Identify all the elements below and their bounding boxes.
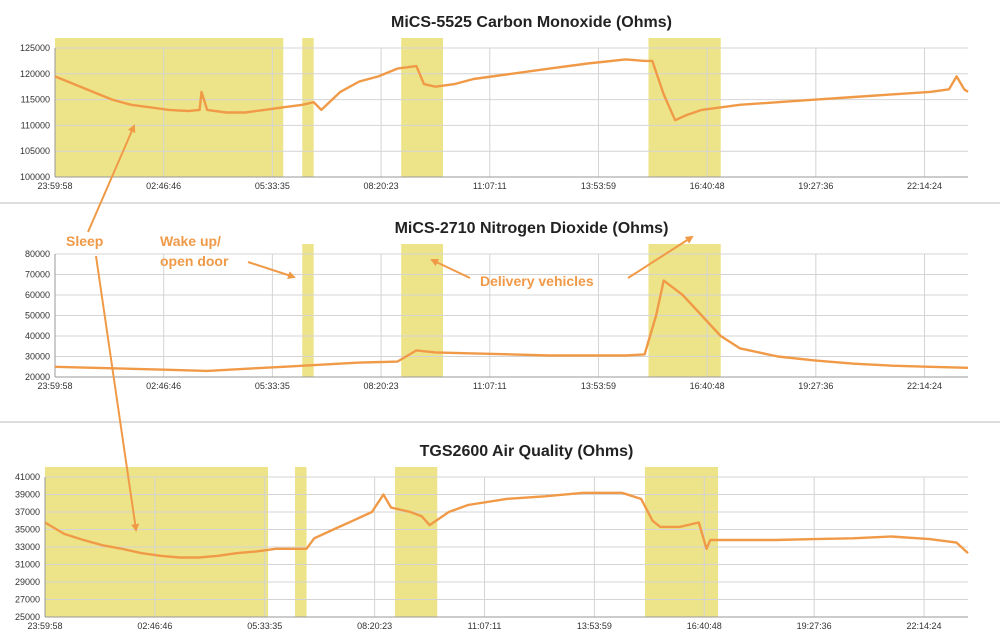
x-tick-label: 16:40:48 (687, 621, 722, 631)
chart-title: TGS2600 Air Quality (Ohms) (420, 443, 634, 460)
x-tick-label: 02:46:46 (146, 181, 181, 191)
x-tick-label: 05:33:35 (255, 181, 290, 191)
sleep-label: Sleep (66, 233, 103, 249)
y-tick-label: 20000 (25, 372, 50, 382)
wake-label-line1: Wake up/ (160, 233, 221, 249)
x-tick-label: 19:27:36 (797, 621, 832, 631)
x-tick-label: 13:53:59 (581, 181, 616, 191)
highlight-band (55, 38, 284, 177)
x-tick-label: 05:33:35 (247, 621, 282, 631)
highlight-band (394, 467, 438, 617)
highlight-band (294, 467, 307, 617)
y-tick-label: 33000 (15, 542, 40, 552)
y-tick-label: 70000 (25, 270, 50, 280)
y-tick-label: 39000 (15, 490, 40, 500)
y-tick-label: 110000 (21, 120, 50, 130)
delivery-arrow-right (627, 235, 694, 279)
y-tick-label: 120000 (20, 69, 50, 79)
y-tick-label: 115000 (21, 95, 50, 105)
sleep-arrow-top (87, 124, 136, 233)
x-tick-label: 11:07:11 (473, 181, 507, 191)
chart-title: MiCS-2710 Nitrogen Dioxide (Ohms) (395, 220, 669, 237)
x-tick-label: 11:07:11 (473, 381, 507, 391)
air-quality-chart: 25000 27000 29000 31000 33000 35000 37000 39000… (15, 443, 969, 631)
highlight-band (648, 38, 721, 177)
y-tick-label: 27000 (15, 595, 40, 605)
x-tick-label: 13:53:59 (577, 621, 612, 631)
wake-arrow (247, 261, 296, 279)
highlight-band (302, 38, 314, 177)
co-chart: 100000 105000 110000 115000 120000 125000 23:5… (20, 14, 969, 191)
no2-chart: 20000 30000 40000 50000 60000 70000 80000 23:59… (25, 220, 969, 391)
highlight-band (401, 38, 444, 177)
highlight-band (45, 467, 269, 617)
series-line (44, 491, 969, 559)
x-tick-label: 23:59:58 (27, 621, 62, 631)
wake-label-line2: open door (160, 253, 229, 269)
highlight-band (648, 244, 721, 377)
x-tick-label: 19:27:36 (798, 181, 833, 191)
sleep-arrow-bottom (95, 255, 140, 532)
chart-title: MiCS-5525 Carbon Monoxide (Ohms) (391, 14, 672, 31)
x-tick-label: 22:14:24 (907, 621, 942, 631)
x-tick-label: 16:40:48 (690, 181, 725, 191)
x-tick-label: 02:46:46 (137, 621, 172, 631)
x-tick-label: 22:14:24 (907, 381, 942, 391)
series-line (54, 279, 969, 373)
y-tick-label: 125000 (20, 43, 50, 53)
x-tick-label: 02:46:46 (146, 381, 181, 391)
y-tick-label: 35000 (15, 525, 40, 535)
x-tick-label: 23:59:58 (37, 381, 72, 391)
y-tick-label: 100000 (20, 172, 50, 182)
x-tick-label: 13:53:59 (581, 381, 616, 391)
y-tick-label: 37000 (15, 507, 40, 517)
y-tick-label: 41000 (15, 472, 40, 482)
series-line (54, 58, 969, 122)
x-tick-label: 23:59:58 (37, 181, 72, 191)
x-tick-label: 19:27:36 (798, 381, 833, 391)
y-tick-label: 50000 (25, 311, 50, 321)
x-tick-label: 08:20:23 (357, 621, 392, 631)
highlight-band (644, 467, 719, 617)
x-tick-label: 11:07:11 (468, 621, 502, 631)
y-tick-label: 80000 (25, 249, 50, 259)
y-tick-label: 29000 (15, 577, 40, 587)
y-tick-label: 25000 (15, 612, 40, 622)
y-tick-label: 105000 (20, 146, 50, 156)
highlight-band (302, 244, 314, 377)
annotation-layer: Sleep Wake up/ open door Delivery vehicl… (66, 124, 694, 532)
y-tick-label: 31000 (15, 560, 40, 570)
x-tick-label: 16:40:48 (690, 381, 725, 391)
y-tick-label: 30000 (25, 352, 50, 362)
x-tick-label: 22:14:24 (907, 181, 942, 191)
delivery-arrow-left (430, 258, 471, 279)
x-tick-label: 08:20:23 (364, 181, 399, 191)
delivery-label: Delivery vehicles (480, 273, 594, 289)
x-tick-label: 08:20:23 (364, 381, 399, 391)
x-tick-label: 05:33:35 (255, 381, 290, 391)
y-tick-label: 40000 (25, 331, 50, 341)
y-tick-label: 60000 (25, 290, 50, 300)
